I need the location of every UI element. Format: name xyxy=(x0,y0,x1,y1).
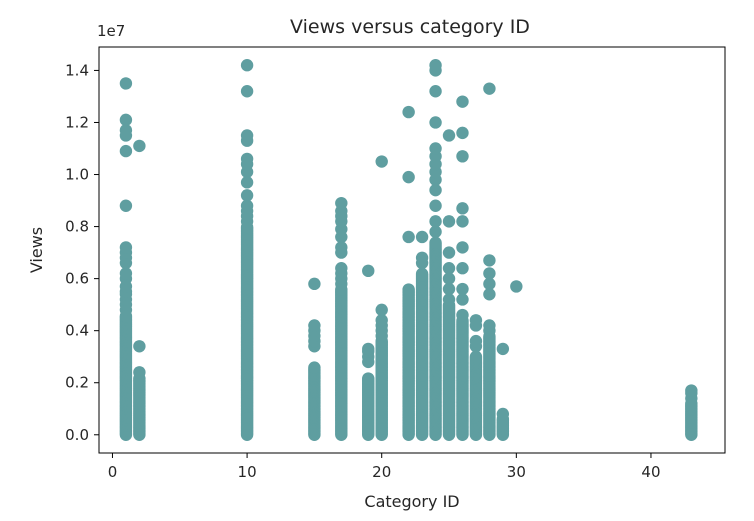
chart-title: Views versus category ID xyxy=(290,16,530,38)
data-point xyxy=(456,215,469,228)
data-point xyxy=(456,293,469,306)
data-point xyxy=(456,308,469,322)
data-point xyxy=(240,176,254,189)
x-tick-label: 0 xyxy=(108,463,118,481)
y-tick-label: 1.4 xyxy=(65,61,89,79)
y-axis: 0.0 0.2 0.4 0.6 0.8 1.0 1.2 1.4 xyxy=(65,61,99,444)
data-point xyxy=(456,126,469,140)
data-point xyxy=(429,85,442,98)
data-point xyxy=(429,183,442,197)
y-tick-label: 1.0 xyxy=(65,166,89,184)
data-point xyxy=(442,246,456,259)
y-axis-title: Views xyxy=(27,227,46,273)
data-point xyxy=(415,230,429,244)
data-point xyxy=(402,170,415,184)
data-point xyxy=(442,262,456,275)
data-point xyxy=(469,334,483,348)
data-point xyxy=(335,262,348,275)
data-point xyxy=(685,384,698,397)
data-point xyxy=(442,293,456,306)
data-point xyxy=(456,95,469,108)
data-point xyxy=(119,199,133,212)
data-point xyxy=(469,314,483,327)
data-point xyxy=(483,277,496,291)
data-point xyxy=(496,407,510,421)
data-point xyxy=(240,199,254,212)
data-point xyxy=(375,314,388,327)
data-point xyxy=(442,282,456,296)
data-point xyxy=(308,361,321,374)
x-tick-label: 20 xyxy=(372,463,391,481)
y-tick-label: 0.0 xyxy=(65,426,89,444)
data-point xyxy=(496,342,510,356)
y-tick-label: 0.6 xyxy=(65,270,89,288)
data-point xyxy=(456,150,469,163)
x-axis: 0 10 20 30 40 xyxy=(108,453,661,481)
data-point xyxy=(362,264,375,278)
data-point xyxy=(335,241,348,254)
data-point xyxy=(119,124,133,137)
y-tick-label: 0.8 xyxy=(65,218,89,236)
x-tick-label: 30 xyxy=(507,463,526,481)
data-point xyxy=(362,372,375,385)
x-tick-label: 40 xyxy=(641,463,660,481)
data-point xyxy=(133,366,146,379)
data-point xyxy=(240,129,254,142)
data-point xyxy=(133,139,146,153)
data-point xyxy=(429,225,442,238)
data-point xyxy=(456,282,469,296)
data-point xyxy=(308,277,321,291)
data-point xyxy=(442,272,456,285)
data-point xyxy=(240,189,254,202)
data-point xyxy=(456,241,469,254)
data-point xyxy=(469,350,483,363)
data-point xyxy=(119,144,133,158)
data-point xyxy=(402,230,415,244)
data-point xyxy=(335,196,348,210)
y-tick-label: 0.4 xyxy=(65,322,89,340)
x-axis-title: Category ID xyxy=(364,492,459,511)
data-point xyxy=(483,267,496,280)
data-point xyxy=(456,202,469,215)
data-point xyxy=(119,241,133,254)
data-point xyxy=(402,283,415,296)
y-tick-label: 0.2 xyxy=(65,374,89,392)
data-point xyxy=(375,155,388,168)
data-point xyxy=(483,288,496,301)
y-tick-label: 1.2 xyxy=(65,113,89,131)
data-point xyxy=(133,340,146,353)
plot-frame xyxy=(98,46,726,454)
y-offset-label: 1e7 xyxy=(97,22,125,40)
data-point xyxy=(375,303,388,317)
scatter-points xyxy=(119,59,698,441)
data-point xyxy=(415,251,429,265)
x-tick-label: 10 xyxy=(238,463,257,481)
data-point xyxy=(483,82,496,95)
data-point xyxy=(510,280,523,293)
data-point xyxy=(119,267,133,280)
data-point xyxy=(456,262,469,275)
data-point xyxy=(240,59,254,72)
data-point xyxy=(240,152,254,166)
data-point xyxy=(483,319,496,332)
data-point xyxy=(429,236,442,249)
data-point xyxy=(362,342,375,356)
data-point xyxy=(402,105,415,119)
data-point xyxy=(429,142,442,155)
data-point xyxy=(240,85,254,98)
data-point xyxy=(415,267,429,281)
data-point xyxy=(119,113,133,127)
data-point xyxy=(429,215,442,228)
data-point xyxy=(442,215,456,228)
data-point xyxy=(442,129,456,142)
data-point xyxy=(429,116,442,129)
data-point xyxy=(429,59,442,72)
data-point xyxy=(483,254,496,267)
data-point xyxy=(308,319,321,332)
data-point xyxy=(429,199,442,212)
data-point xyxy=(119,77,133,90)
